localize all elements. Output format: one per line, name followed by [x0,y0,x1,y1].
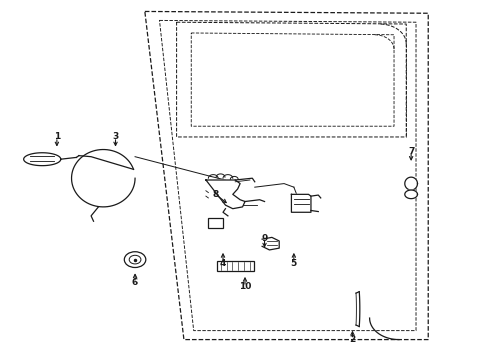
Polygon shape [24,153,61,166]
Polygon shape [405,190,417,199]
Circle shape [124,252,146,267]
Text: 1: 1 [54,132,60,141]
Text: 7: 7 [408,147,415,156]
Polygon shape [405,177,417,190]
Circle shape [129,255,141,264]
Bar [208,218,223,228]
Text: 10: 10 [239,282,251,291]
Text: 9: 9 [261,234,268,243]
Text: 6: 6 [132,278,138,287]
Text: 5: 5 [291,259,297,268]
Polygon shape [262,237,279,250]
Polygon shape [356,292,360,327]
Text: 2: 2 [349,335,356,344]
Text: 3: 3 [112,132,119,141]
Polygon shape [292,194,311,212]
Text: 4: 4 [220,259,226,268]
Text: 8: 8 [213,190,219,199]
Bar [217,261,253,271]
Polygon shape [206,180,245,209]
